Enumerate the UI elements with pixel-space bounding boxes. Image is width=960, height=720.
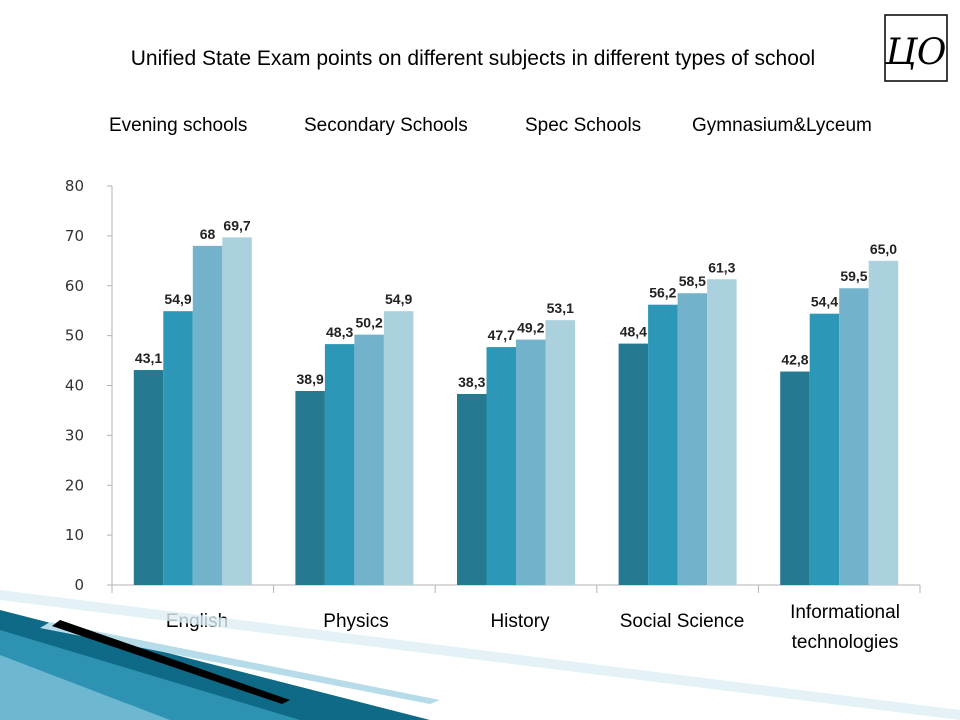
chart-bars [133, 237, 899, 585]
data-label: 54,9 [385, 291, 412, 307]
data-label: 65,0 [870, 241, 897, 257]
bar [163, 311, 193, 585]
legend-item-evening-schools: Evening schools [109, 115, 248, 136]
data-label: 54,4 [811, 294, 838, 310]
chart-title: Unified State Exam points on different s… [130, 47, 816, 70]
data-label: 69,7 [223, 217, 250, 233]
bar [809, 313, 840, 585]
data-label: 47,7 [488, 327, 515, 343]
bar [839, 288, 869, 585]
data-label: 49,2 [517, 320, 544, 336]
bar [618, 343, 649, 585]
legend-item-spec-schools: Spec Schools [525, 115, 642, 136]
legend-item-gymnasium-lyceum: Gymnasium&Lyceum [692, 115, 872, 136]
bar [133, 370, 164, 585]
y-tick-label: 20 [65, 476, 84, 494]
data-label: 54,9 [164, 291, 191, 307]
category-label-social-science: Social Science [619, 611, 745, 632]
y-tick-label: 10 [65, 526, 84, 544]
data-label: 43,1 [135, 350, 162, 366]
bar [707, 279, 737, 585]
y-tick-label: 50 [65, 327, 84, 345]
bar [486, 347, 516, 585]
logo-monogram: ЦО [885, 32, 947, 73]
data-label: 58,5 [679, 273, 706, 289]
category-label-physics: Physics [323, 611, 389, 632]
data-label: 42,8 [781, 352, 808, 368]
bar [383, 311, 414, 585]
data-label: 61,3 [708, 259, 735, 275]
bar [648, 304, 678, 585]
data-label: 48,4 [620, 324, 647, 340]
category-label-history: History [490, 611, 550, 632]
data-label: 38,9 [297, 371, 324, 387]
bar [192, 245, 223, 585]
data-label: 48,3 [326, 324, 353, 340]
bar [295, 390, 325, 585]
y-tick-label: 80 [65, 177, 84, 195]
bar [222, 237, 252, 585]
data-label: 68 [200, 226, 216, 242]
bar [780, 371, 810, 585]
data-label: 50,2 [356, 315, 383, 331]
data-label: 59,5 [840, 268, 867, 284]
data-label: 38,3 [458, 374, 485, 390]
y-tick-label: 60 [65, 277, 84, 295]
bar [324, 344, 355, 585]
category-label-informational-technologies: Informational technologies [790, 602, 900, 653]
y-tick-label: 30 [65, 426, 84, 444]
bar [545, 320, 575, 585]
legend-item-secondary-schools: Secondary Schools [304, 115, 468, 136]
y-tick-label: 40 [65, 377, 84, 395]
y-tick-label: 70 [65, 227, 84, 245]
y-tick-label: 0 [74, 576, 84, 594]
bar [457, 393, 487, 585]
data-label: 53,1 [547, 300, 574, 316]
bar [677, 293, 708, 585]
bar [516, 339, 546, 585]
monogram-logo-icon: ЦО [884, 14, 948, 82]
bar [868, 260, 899, 585]
data-label: 56,2 [649, 285, 676, 301]
bar [354, 334, 384, 585]
